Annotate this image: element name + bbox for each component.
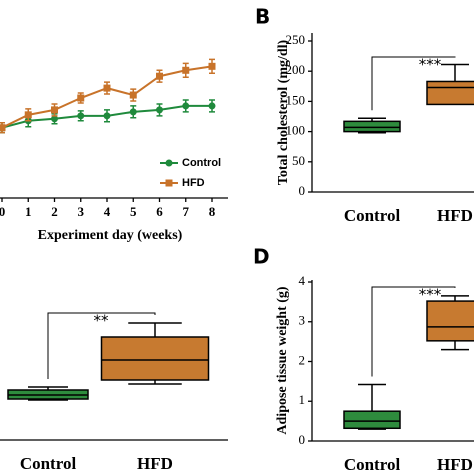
box (343, 410, 401, 430)
significance-stars: *** (419, 286, 442, 304)
significance-bracket (47, 312, 156, 379)
legend-label: Control (182, 157, 221, 169)
point (103, 84, 111, 92)
point (129, 91, 137, 99)
x-tick-label: HFD (437, 455, 473, 474)
panel-letter: B (255, 5, 270, 29)
whisker (128, 322, 182, 385)
y-tick-label: 4 (299, 273, 306, 288)
y-axis-label: Adipose tissue weight (g) (275, 286, 290, 435)
y-tick-label: 50 (292, 153, 305, 168)
x-tick-label: 3 (78, 204, 85, 219)
x-tick-label: 0 (0, 204, 5, 219)
significance-bracket (371, 286, 456, 377)
legend-marker (165, 159, 173, 167)
point (208, 62, 216, 70)
y-tick-label: 0 (299, 432, 306, 447)
point (51, 115, 58, 123)
x-tick-label: Control (344, 455, 401, 474)
x-tick-label: 1 (25, 204, 32, 219)
x-tick-label: 7 (183, 204, 190, 219)
x-axis-label: Experiment day (weeks) (38, 228, 183, 243)
point (51, 106, 58, 114)
x-tick-label: HFD (137, 454, 173, 473)
box (426, 80, 474, 106)
box (343, 120, 401, 133)
point (0, 124, 6, 132)
y-tick-label: 1 (299, 392, 306, 407)
point (208, 102, 216, 110)
y-tick-label: 150 (286, 92, 306, 107)
y-axis-label: Total cholesterol (mg/dl) (276, 39, 291, 185)
point (103, 112, 111, 120)
x-tick-label: 2 (51, 204, 58, 219)
legend-label: HFD (182, 177, 205, 189)
legend-marker (165, 179, 173, 187)
y-tick-label: 250 (286, 32, 306, 47)
y-tick-label: 200 (286, 62, 306, 77)
point (182, 102, 190, 110)
y-tick-label: 100 (286, 123, 306, 138)
x-tick-label: 5 (130, 204, 137, 219)
panel-letter: D (253, 245, 270, 269)
significance-stars: ** (94, 312, 110, 330)
whisker (441, 295, 469, 351)
x-tick-label: Control (20, 454, 77, 473)
x-tick-label: 4 (104, 204, 111, 219)
point (77, 112, 85, 120)
point (77, 94, 85, 102)
point (182, 66, 190, 74)
box (426, 300, 474, 342)
point (129, 108, 137, 116)
x-tick-label: 6 (156, 204, 163, 219)
x-tick-label: HFD (437, 206, 473, 225)
point (156, 106, 163, 114)
point (156, 72, 163, 80)
x-tick-label: Control (344, 206, 401, 225)
y-tick-label: 3 (299, 313, 306, 328)
x-tick-label: 8 (209, 204, 216, 219)
point (24, 111, 32, 119)
box (100, 336, 210, 381)
significance-stars: *** (419, 56, 442, 74)
significance-bracket (371, 56, 456, 111)
y-tick-label: 0 (299, 183, 306, 198)
y-tick-label: 2 (299, 352, 306, 367)
